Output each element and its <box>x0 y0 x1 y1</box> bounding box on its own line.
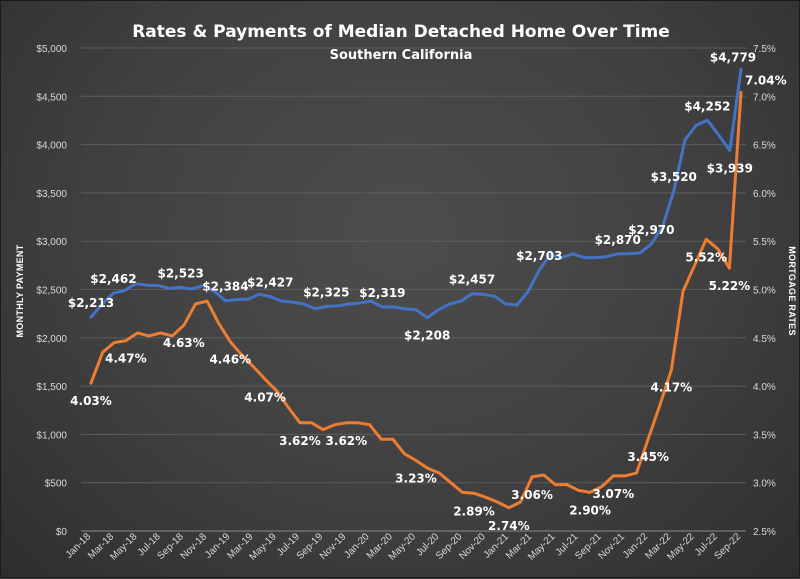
rate-data-label: 2.89% <box>453 504 495 518</box>
y-left-axis-title: MONTHLY PAYMENT <box>15 244 25 337</box>
series-lines <box>89 67 743 510</box>
payment-data-label: $2,213 <box>68 296 114 310</box>
rate-data-label: 4.47% <box>105 352 147 366</box>
payment-data-label: $2,970 <box>628 223 674 237</box>
x-tick-label: Nov-20 <box>457 531 488 562</box>
payment-data-label: $2,870 <box>595 233 641 247</box>
y-right-tick-label: 5.0% <box>753 286 776 297</box>
y-left-tick-label: $2,000 <box>36 334 67 345</box>
rate-data-label: 3.45% <box>627 450 669 464</box>
payment-data-label: $2,208 <box>404 329 450 343</box>
y-right-axis-title: MORTGAGE RATES <box>787 246 797 336</box>
y-left-tick-label: $3,500 <box>36 189 67 200</box>
payment-data-label: $2,703 <box>516 249 562 263</box>
payment-data-label: $4,779 <box>710 50 756 64</box>
y-left-tick-label: $3,000 <box>36 237 67 248</box>
rate-data-label: 4.17% <box>651 381 693 395</box>
y-right-tick-label: 6.5% <box>753 141 776 152</box>
y-right-tick-label: 3.5% <box>753 430 776 441</box>
payment-data-label: $2,523 <box>157 266 203 280</box>
rate-series-line <box>89 90 743 510</box>
rate-data-label: 4.63% <box>163 336 205 350</box>
y-left-tick-label: $4,500 <box>36 92 67 103</box>
payment-data-label: $2,384 <box>202 280 248 294</box>
x-tick-label: Sep-22 <box>713 531 744 562</box>
payment-data-label: $4,252 <box>684 99 730 113</box>
rate-data-label: 3.07% <box>593 487 635 501</box>
payment-data-label: $3,520 <box>651 170 697 184</box>
payment-data-label: $2,325 <box>303 285 349 299</box>
y-right-tick-label: 2.5% <box>753 527 776 538</box>
payment-data-label: $2,462 <box>90 272 136 286</box>
rate-data-label: 4.07% <box>244 390 286 404</box>
y-left-tick-label: $4,000 <box>36 141 67 152</box>
y-right-tick-label: 6.0% <box>753 189 776 200</box>
x-tick-label: Nov-21 <box>596 531 627 562</box>
y-left-tick-label: $5,000 <box>36 44 67 55</box>
y-left-tick-label: $2,500 <box>36 286 67 297</box>
x-tick-label: Nov-19 <box>318 531 349 562</box>
left-y-axis: $0 $500 $1,000 $1,500 $2,000 $2,500 $3,000 $3,5… <box>36 44 67 538</box>
payment-data-label: $2,457 <box>449 273 495 287</box>
y-left-tick-label: $500 <box>45 479 68 490</box>
x-axis: Jan-18Mar-18May-18Jul-18Sep-18Nov-18Jan-… <box>64 530 746 563</box>
data-labels: $2,213 $2,462 $2,523$2,384$2,427 $2,325 $2,3… <box>68 50 787 532</box>
y-right-tick-label: 5.5% <box>753 237 776 248</box>
rate-data-label: 4.46% <box>209 353 251 367</box>
y-right-tick-label: 7.5% <box>753 44 776 55</box>
rate-data-label: 2.90% <box>569 503 611 517</box>
y-left-tick-label: $1,500 <box>36 382 67 393</box>
rate-data-label: 3.23% <box>395 471 437 485</box>
payment-data-label: $3,939 <box>707 161 753 175</box>
rate-data-label: 3.62% <box>279 434 321 448</box>
y-right-tick-label: 4.0% <box>753 382 776 393</box>
x-tick-label: Nov-18 <box>179 531 210 562</box>
rate-data-label: 5.52% <box>685 250 727 264</box>
rate-data-label: 5.22% <box>709 279 751 293</box>
payment-data-label: $2,319 <box>359 286 405 300</box>
payment-series-line <box>89 67 743 320</box>
y-left-tick-label: $1,000 <box>36 430 67 441</box>
rate-data-label: 3.62% <box>326 434 368 448</box>
y-left-tick-label: $0 <box>56 527 68 538</box>
chart-subtitle: Southern California <box>330 48 473 63</box>
rate-data-label: 7.04% <box>745 73 787 87</box>
y-right-tick-label: 4.5% <box>753 334 776 345</box>
chart-title: Rates & Payments of Median Detached Home… <box>132 22 670 42</box>
y-right-tick-label: 3.0% <box>753 479 776 490</box>
y-right-tick-label: 7.0% <box>753 92 776 103</box>
rate-data-label: 4.03% <box>70 394 112 408</box>
rate-data-label: 2.74% <box>488 519 530 533</box>
payment-data-label: $2,427 <box>247 276 293 290</box>
right-y-axis: 2.5% 3.0% 3.5% 4.0% 4.5% 5.0% 5.5% 6.0% 6.5% 7.0%… <box>753 44 776 538</box>
rate-data-label: 3.06% <box>511 488 553 502</box>
